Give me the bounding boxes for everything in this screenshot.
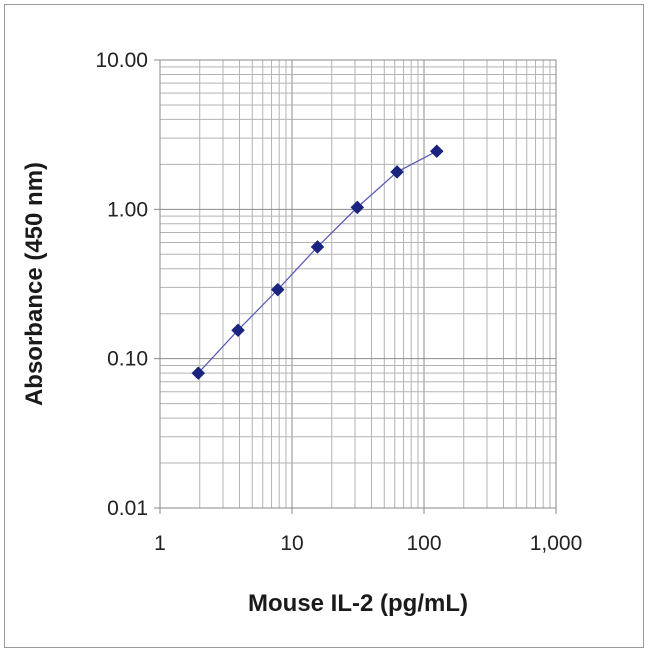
y-tick-labels: 0.01 0.10 1.00 10.00 — [95, 49, 148, 520]
y-tick-label: 1.00 — [107, 198, 148, 221]
data-point — [310, 240, 325, 254]
y-axis-title: Absorbance (450 nm) — [21, 162, 48, 406]
data-point — [429, 144, 444, 159]
y-tick-label: 0.10 — [107, 348, 148, 371]
plot-grid — [159, 60, 556, 509]
data-point — [191, 366, 206, 380]
data-point — [231, 323, 245, 338]
axis-tick-marks — [154, 59, 557, 514]
x-tick-label: 1 — [154, 532, 166, 555]
data-point — [390, 165, 404, 179]
x-tick-label: 1,000 — [530, 532, 583, 555]
data-point — [350, 200, 365, 215]
data-points — [191, 144, 444, 380]
x-tick-label: 10 — [280, 532, 303, 555]
series-line — [197, 150, 438, 374]
chart-frame — [4, 4, 644, 648]
x-tick-label: 100 — [406, 532, 441, 555]
x-axis-title: Mouse IL-2 (pg/mL) — [248, 590, 468, 617]
y-tick-label: 10.00 — [95, 49, 148, 72]
x-tick-labels: 1 10 100 1,000 — [154, 532, 582, 555]
y-tick-label: 0.01 — [107, 497, 148, 520]
plot-area-border — [159, 59, 557, 509]
data-point — [270, 282, 285, 297]
